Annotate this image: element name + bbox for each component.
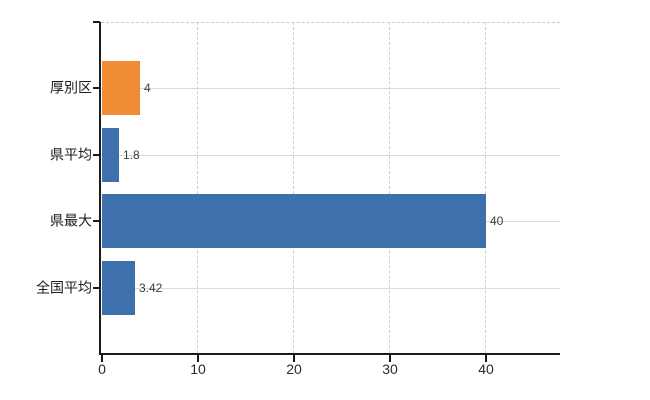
- bar-value-label: 4: [144, 81, 151, 95]
- x-tick-label: 10: [190, 361, 206, 377]
- x-axis-line: [99, 353, 560, 355]
- x-axis-tick: [485, 355, 487, 362]
- x-axis-tick: [389, 355, 391, 362]
- bar-value-label: 1.8: [123, 148, 140, 162]
- horizontal-gridline: [101, 155, 560, 156]
- x-axis-tick: [293, 355, 295, 362]
- x-tick-label: 20: [286, 361, 302, 377]
- bar-厚別区: [102, 61, 140, 115]
- category-label-厚別区: 厚別区: [50, 79, 92, 96]
- y-axis-tick: [93, 220, 100, 222]
- x-tick-label: 30: [382, 361, 398, 377]
- bar-県最大: [102, 194, 486, 248]
- bar-全国平均: [102, 261, 135, 315]
- bar-県平均: [102, 128, 119, 182]
- y-axis-tick: [93, 287, 100, 289]
- bar-value-label: 40: [490, 214, 504, 228]
- y-axis-end-tick: [93, 21, 100, 23]
- vertical-gridline: [293, 22, 294, 353]
- plot-top-border: [101, 22, 560, 23]
- y-axis-tick: [93, 87, 100, 89]
- y-axis-tick: [93, 154, 100, 156]
- x-tick-label: 0: [98, 361, 106, 377]
- horizontal-gridline: [101, 288, 560, 289]
- category-label-県平均: 県平均: [50, 146, 92, 163]
- bar-value-label: 3.42: [139, 281, 163, 295]
- vertical-gridline: [389, 22, 390, 353]
- y-axis-line: [99, 22, 101, 355]
- category-label-県最大: 県最大: [50, 212, 92, 229]
- category-label-全国平均: 全国平均: [36, 279, 92, 296]
- x-tick-label: 40: [478, 361, 494, 377]
- vertical-gridline: [197, 22, 198, 353]
- x-axis-tick: [197, 355, 199, 362]
- vertical-gridline: [485, 22, 486, 353]
- horizontal-gridline: [101, 88, 560, 89]
- plot-area: 4 1.8 40 3.42: [101, 22, 560, 353]
- x-axis-tick: [101, 355, 103, 362]
